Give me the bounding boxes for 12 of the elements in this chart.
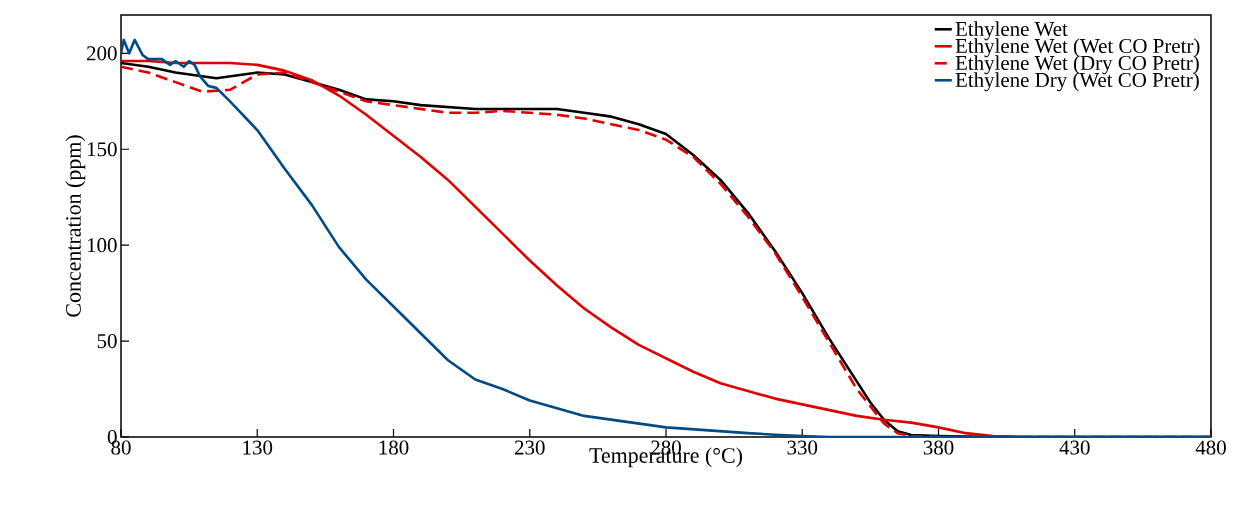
y-tick-label: 200 [87, 46, 117, 61]
y-tick-label: 150 [87, 142, 117, 157]
y-axis-title: Concentration (ppm) [65, 135, 86, 317]
y-tick-label: 100 [87, 238, 117, 253]
x-tick-label: 430 [1059, 440, 1090, 455]
x-tick-label: 130 [243, 440, 273, 455]
y-tick-label: 50 [97, 334, 117, 349]
x-tick-label: 380 [923, 440, 954, 455]
x-tick-label: 330 [787, 440, 818, 455]
x-tick-label: 480 [1195, 440, 1226, 455]
x-tick-label: 230 [514, 440, 545, 455]
x-tick-label: 180 [379, 440, 409, 455]
